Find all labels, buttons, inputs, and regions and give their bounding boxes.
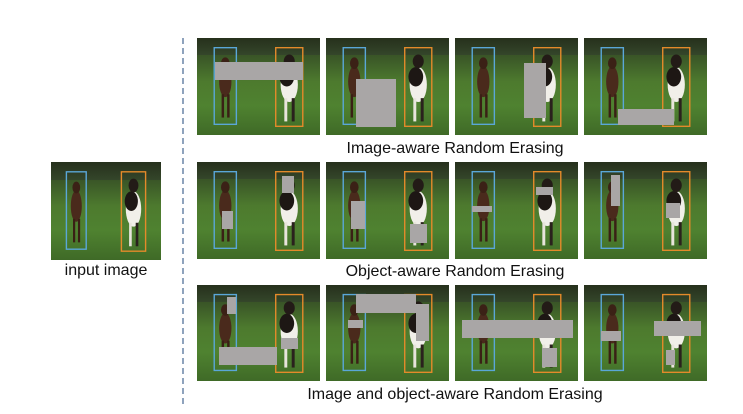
erased-patch [611,174,620,206]
row1-image-4 [584,38,707,135]
bbox-right-horse [663,172,690,251]
scene [197,162,320,259]
erased-patch [348,319,363,329]
row3-image-4 [584,285,707,381]
tree-line [584,38,707,56]
erased-patch [215,62,303,80]
bbox-right-horse [663,48,690,127]
erased-patch [219,347,277,365]
bbox-right-horse [405,295,432,373]
input-image-caption: input image [64,262,148,279]
bbox-right-horse [121,172,145,251]
erased-patch [409,224,427,243]
erased-patch [542,348,558,367]
scene [584,38,707,135]
row2-caption: Object-aware Random Erasing [345,263,565,280]
tree-line [455,285,578,303]
erased-patch [654,321,701,336]
tree-line [197,38,320,56]
row2-image-4 [584,162,707,259]
tree-line [197,162,320,180]
row1-image-3 [455,38,578,135]
row3-image-1 [197,285,320,381]
bbox-right-horse [534,172,561,251]
row3-image-2 [326,285,449,381]
bbox-right-horse [276,295,303,373]
scene [584,162,707,259]
erased-patch [601,331,621,341]
erased-patch [281,175,295,194]
erased-patch [280,337,298,350]
bbox-right-horse [405,172,432,251]
tree-line [326,162,449,180]
bbox-left-horse [214,295,236,371]
erased-patch [226,297,237,314]
input-image [51,162,161,260]
scene [51,162,161,260]
erased-patch [355,293,416,313]
scene [455,38,578,135]
erased-patch [350,200,366,229]
row1-image-2 [326,38,449,135]
tree-line [51,162,161,180]
bbox-left-horse [601,172,623,249]
scene [326,38,449,135]
bbox-right-horse [276,172,303,251]
bbox-left-horse [472,48,494,125]
bbox-right-horse [276,48,303,127]
row1-caption: Image-aware Random Erasing [346,140,564,157]
tree-line [455,38,578,56]
bbox-right-horse [405,48,432,127]
erased-patch [666,350,676,365]
erased-patch [462,319,574,338]
tree-line [326,38,449,56]
bbox-left-horse [601,48,623,125]
row2-image-1 [197,162,320,259]
dashed-divider [182,38,184,404]
row2-image-3 [455,162,578,259]
erased-patch [523,63,546,118]
tree-line [584,285,707,303]
row1-image-1 [197,38,320,135]
scene [326,162,449,259]
bbox-left-horse [343,295,365,371]
erased-patch [666,202,680,219]
scene [197,285,320,381]
scene [197,38,320,135]
erased-patch [618,108,674,126]
erased-patch [536,187,554,195]
tree-line [455,162,578,180]
bbox-left-horse [214,172,236,249]
row3-image-3 [455,285,578,381]
erased-patch [355,78,397,128]
row2-image-2 [326,162,449,259]
erased-patch [221,210,233,229]
row3-caption: Image and object-aware Random Erasing [307,386,603,403]
bbox-left-horse [66,172,86,249]
bbox-left-horse [343,172,365,249]
bbox-left-horse [214,48,236,125]
erased-patch [472,205,492,213]
erased-patch [415,304,430,341]
